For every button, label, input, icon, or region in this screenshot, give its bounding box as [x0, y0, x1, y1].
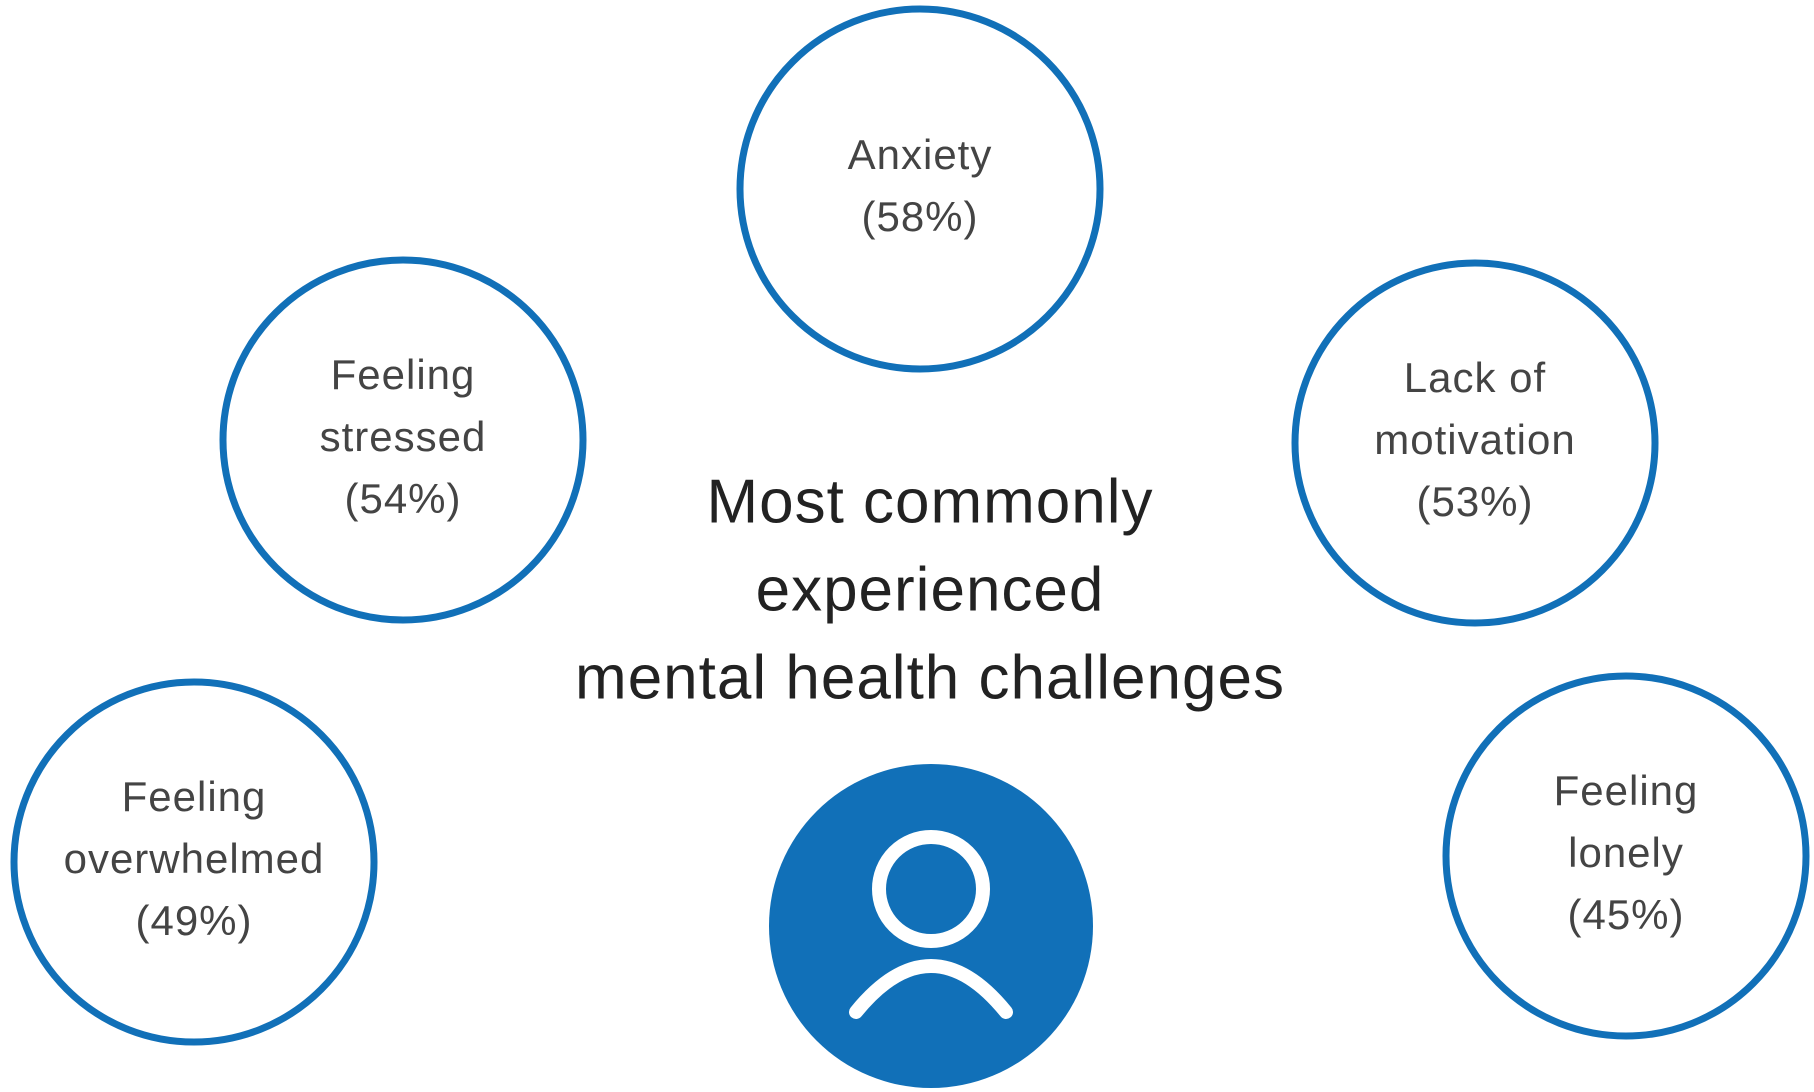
person-badge — [769, 764, 1093, 1088]
person-icon — [769, 764, 1093, 1088]
challenge-node: Lack of motivation (53%) — [1291, 259, 1659, 627]
node-circle — [10, 678, 378, 1046]
challenge-node: Feeling stressed (54%) — [219, 256, 587, 624]
node-circle — [736, 5, 1104, 373]
challenge-node: Anxiety (58%) — [736, 5, 1104, 373]
challenge-node: Feeling lonely (45%) — [1442, 672, 1810, 1040]
node-label: Anxiety — [848, 131, 993, 178]
title-line: experienced — [756, 555, 1105, 624]
node-label: Feeling — [331, 351, 476, 398]
node-percent: (45%) — [1567, 891, 1684, 938]
node-percent: (54%) — [344, 475, 461, 522]
node-label: Lack of — [1404, 354, 1546, 401]
title-line: Most commonly — [706, 467, 1153, 536]
node-label: lonely — [1568, 829, 1684, 876]
node-label: Feeling — [1554, 767, 1699, 814]
node-percent: (53%) — [1416, 478, 1533, 525]
node-circle — [1442, 672, 1810, 1040]
node-percent: (58%) — [861, 193, 978, 240]
challenge-node: Feeling overwhelmed (49%) — [10, 678, 378, 1046]
node-label: Feeling — [122, 773, 267, 820]
title-line: mental health challenges — [575, 643, 1285, 712]
person-shoulders — [849, 959, 1013, 1019]
node-label: overwhelmed — [64, 835, 325, 882]
node-circle — [1291, 259, 1659, 627]
node-percent: (49%) — [135, 897, 252, 944]
node-label: motivation — [1374, 416, 1575, 463]
person-head — [872, 830, 990, 948]
node-label: stressed — [320, 413, 487, 460]
node-circle — [219, 256, 587, 624]
